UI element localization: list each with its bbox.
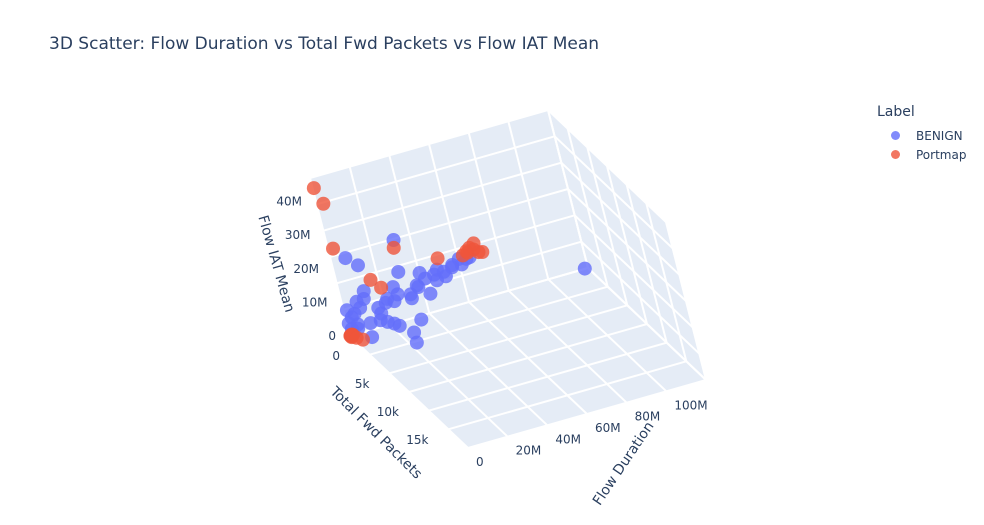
legend-title: Label	[877, 104, 915, 120]
gridline	[547, 109, 589, 269]
portmap-point[interactable]	[349, 330, 364, 345]
portmap-point[interactable]	[363, 272, 378, 287]
portmap-point[interactable]	[475, 245, 490, 260]
z-tick-label: 10M	[302, 295, 328, 309]
scene-tick-labels: 0 20M 40M 60M 80M 100M 0 5k 10k 15k 0 10M 20M 30M 40M	[276, 195, 707, 469]
z-tick-label: 0	[328, 329, 336, 343]
gridline	[553, 135, 674, 250]
x-tick-label: 100M	[674, 398, 707, 412]
y-tick-label: 5k	[355, 377, 370, 391]
benign-point[interactable]	[429, 262, 444, 277]
x-tick-label: 80M	[635, 410, 661, 424]
benign-point[interactable]	[391, 264, 406, 279]
gridline	[309, 109, 549, 179]
portmap-point[interactable]	[386, 240, 401, 255]
benign-point[interactable]	[414, 312, 429, 327]
benign-point[interactable]	[392, 318, 407, 333]
gridline	[467, 379, 707, 449]
gridline	[547, 109, 667, 223]
gridline	[665, 221, 707, 381]
gridline	[448, 360, 687, 431]
portmap-point[interactable]	[326, 241, 341, 256]
y-tick-label: 0	[332, 349, 340, 363]
scene-markers	[306, 181, 592, 350]
portmap-point[interactable]	[374, 280, 389, 295]
benign-point[interactable]	[356, 291, 371, 306]
benign-point[interactable]	[390, 287, 405, 302]
legend-item-benign[interactable]: BENIGN	[877, 126, 966, 145]
z-tick-label: 20M	[293, 262, 319, 276]
benign-point[interactable]	[423, 286, 438, 301]
x-tick-label: 20M	[516, 444, 542, 458]
portmap-point[interactable]	[306, 181, 321, 196]
benign-point[interactable]	[338, 251, 353, 266]
gridline	[316, 135, 555, 206]
z-tick-label: 40M	[276, 195, 302, 209]
gridline	[587, 267, 707, 381]
legend: Label BENIGN Portmap	[877, 104, 966, 164]
benign-point[interactable]	[412, 266, 427, 281]
legend-label-benign: BENIGN	[916, 128, 963, 143]
portmap-point[interactable]	[316, 196, 331, 211]
legend-label-portmap: Portmap	[916, 147, 967, 162]
legend-item-portmap[interactable]: Portmap	[877, 145, 966, 164]
y-tick-label: 15k	[406, 433, 428, 447]
chart-title: 3D Scatter: Flow Duration vs Total Fwd P…	[49, 34, 600, 54]
x-tick-label: 40M	[555, 432, 581, 446]
legend-swatch-benign	[891, 131, 900, 140]
benign-point[interactable]	[577, 261, 592, 276]
y-tick-label: 10k	[377, 405, 399, 419]
portmap-point[interactable]	[466, 236, 481, 251]
legend-swatch-portmap	[891, 150, 900, 159]
x-tick-label: 0	[476, 455, 484, 469]
benign-point[interactable]	[409, 335, 424, 350]
x-tick-label: 60M	[595, 421, 621, 435]
benign-point[interactable]	[404, 291, 419, 306]
z-tick-label: 30M	[285, 228, 311, 242]
benign-point[interactable]	[350, 258, 365, 273]
portmap-point[interactable]	[430, 251, 445, 266]
